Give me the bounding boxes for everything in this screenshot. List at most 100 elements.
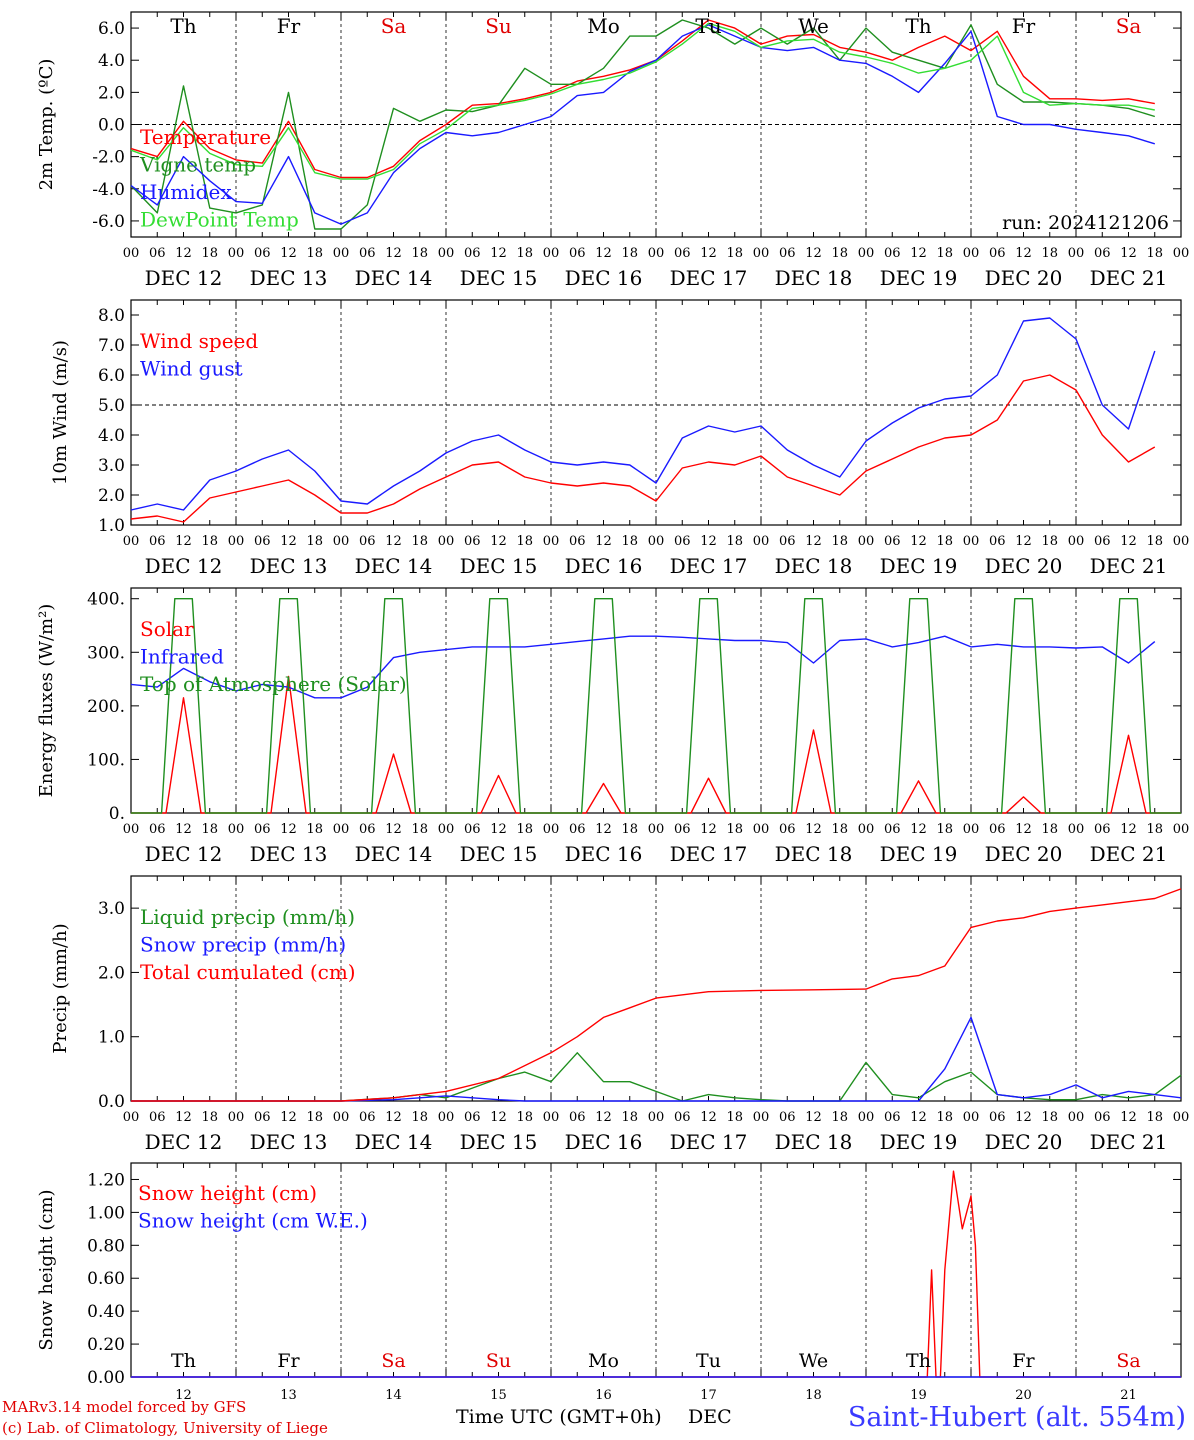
hour-tick-label: 18 xyxy=(411,534,428,549)
date-label: DEC 20 xyxy=(985,1130,1063,1154)
date-label: DEC 19 xyxy=(880,266,958,290)
hour-tick-label: 12 xyxy=(1120,246,1137,261)
date-label: DEC 18 xyxy=(775,266,853,290)
run-label: run: 2024121206 xyxy=(1002,212,1169,234)
hour-tick-label: 00 xyxy=(438,246,455,261)
hour-tick-label: 06 xyxy=(1094,534,1111,549)
day-number-label: 17 xyxy=(700,1388,717,1403)
hour-tick-label: 12 xyxy=(910,1110,927,1125)
hour-tick-label: 18 xyxy=(306,534,323,549)
hour-tick-label: 00 xyxy=(648,822,665,837)
hour-tick-label: 06 xyxy=(149,534,166,549)
y-tick-label: 3.0 xyxy=(98,456,125,476)
hour-tick-label: 18 xyxy=(831,246,848,261)
day-of-week-label: Sa xyxy=(1116,1350,1140,1372)
hour-tick-label: 06 xyxy=(1094,822,1111,837)
date-label: DEC 14 xyxy=(355,1130,433,1154)
y-tick-label: 1.20 xyxy=(87,1170,125,1190)
hour-tick-label: 12 xyxy=(805,822,822,837)
legend-entry: Infrared xyxy=(140,645,224,669)
day-of-week-label: Fr xyxy=(277,1350,300,1372)
legend-entry: Solar xyxy=(140,617,194,641)
series-line-red xyxy=(131,888,1182,1102)
hour-tick-label: 00 xyxy=(963,534,980,549)
series-line-green xyxy=(130,19,1156,230)
day-of-week-label: Mo xyxy=(587,14,620,38)
hour-tick-label: 12 xyxy=(1015,822,1032,837)
hour-tick-label: 06 xyxy=(254,1110,271,1125)
day-number-label: 12 xyxy=(175,1388,192,1403)
hour-tick-label: 00 xyxy=(543,246,560,261)
hour-tick-label: 12 xyxy=(595,534,612,549)
hour-tick-label: 18 xyxy=(411,246,428,261)
series-line-green xyxy=(131,1052,1182,1102)
date-label: DEC 15 xyxy=(460,842,538,866)
credit-line-1: MARv3.14 model forced by GFS xyxy=(2,1398,247,1416)
hour-tick-label: 12 xyxy=(385,1110,402,1125)
date-label: DEC 12 xyxy=(145,1130,223,1154)
hour-tick-label: 12 xyxy=(280,1110,297,1125)
y-tick-label: 300. xyxy=(87,643,125,663)
hour-tick-label: 06 xyxy=(884,1110,901,1125)
y-tick-label: 400. xyxy=(87,590,125,610)
hour-tick-label: 12 xyxy=(805,1110,822,1125)
hour-tick-label: 18 xyxy=(936,1110,953,1125)
hour-tick-label: 00 xyxy=(963,1110,980,1125)
hour-tick-label: 06 xyxy=(149,822,166,837)
hour-tick-label: 00 xyxy=(648,534,665,549)
hour-tick-label: 06 xyxy=(569,534,586,549)
y-tick-label: 7.0 xyxy=(98,336,125,356)
y-axis-title: Snow height (cm) xyxy=(36,1189,57,1350)
hour-tick-label: 00 xyxy=(753,822,770,837)
date-label: DEC 21 xyxy=(1090,842,1168,866)
hour-tick-label: 00 xyxy=(228,246,245,261)
date-label: DEC 17 xyxy=(670,554,748,578)
day-of-week-label: Sa xyxy=(381,14,407,38)
station-name: Saint-Hubert (alt. 554m) xyxy=(847,1402,1186,1433)
hour-tick-label: 06 xyxy=(359,1110,376,1125)
date-label: DEC 21 xyxy=(1090,266,1168,290)
day-of-week-label: Sa xyxy=(1116,14,1142,38)
hour-tick-label: 12 xyxy=(700,1110,717,1125)
hour-tick-label: 18 xyxy=(306,246,323,261)
hour-tick-label: 12 xyxy=(910,246,927,261)
legend-entry: Wind gust xyxy=(140,357,243,381)
legend-entry: Snow height (cm) xyxy=(138,1181,317,1205)
plot-frame-2 xyxy=(130,587,1182,814)
hour-tick-label: 00 xyxy=(753,246,770,261)
y-tick-label: 0.80 xyxy=(87,1236,125,1256)
legend-entry: Wind speed xyxy=(140,329,258,353)
date-label: DEC 16 xyxy=(565,1130,643,1154)
date-label: DEC 17 xyxy=(670,842,748,866)
hour-tick-label: 18 xyxy=(936,534,953,549)
day-number-label: 21 xyxy=(1120,1388,1137,1403)
hour-tick-label: 12 xyxy=(175,1110,192,1125)
hour-tick-label: 00 xyxy=(333,246,350,261)
date-label: DEC 21 xyxy=(1090,1130,1168,1154)
hour-tick-label: 12 xyxy=(595,1110,612,1125)
legend-entry: Total cumulated (cm) xyxy=(140,960,356,984)
day-of-week-label: Fr xyxy=(1012,1350,1035,1372)
date-label: DEC 15 xyxy=(460,554,538,578)
hour-tick-label: 18 xyxy=(201,822,218,837)
day-of-week-label: Tu xyxy=(695,14,721,38)
hour-tick-label: 00 xyxy=(1173,1110,1190,1125)
hour-tick-label: 06 xyxy=(884,822,901,837)
legend-entry: Vigne temp xyxy=(139,153,256,177)
hour-tick-label: 18 xyxy=(306,822,323,837)
hour-tick-label: 12 xyxy=(1015,246,1032,261)
plot-frame-1 xyxy=(130,299,1182,526)
y-tick-label: 1.0 xyxy=(98,1028,125,1048)
date-label: DEC 16 xyxy=(565,554,643,578)
hour-tick-label: 00 xyxy=(753,1110,770,1125)
hour-tick-label: 18 xyxy=(621,246,638,261)
hour-tick-label: 12 xyxy=(280,534,297,549)
hour-tick-label: 00 xyxy=(1173,246,1190,261)
y-axis-title: Precip (mm/h) xyxy=(50,923,71,1053)
hour-tick-label: 12 xyxy=(175,534,192,549)
y-tick-label: 2.0 xyxy=(98,963,125,983)
hour-tick-label: 06 xyxy=(464,822,481,837)
hour-tick-label: 12 xyxy=(490,246,507,261)
hour-tick-label: 12 xyxy=(385,534,402,549)
hour-tick-label: 12 xyxy=(805,246,822,261)
